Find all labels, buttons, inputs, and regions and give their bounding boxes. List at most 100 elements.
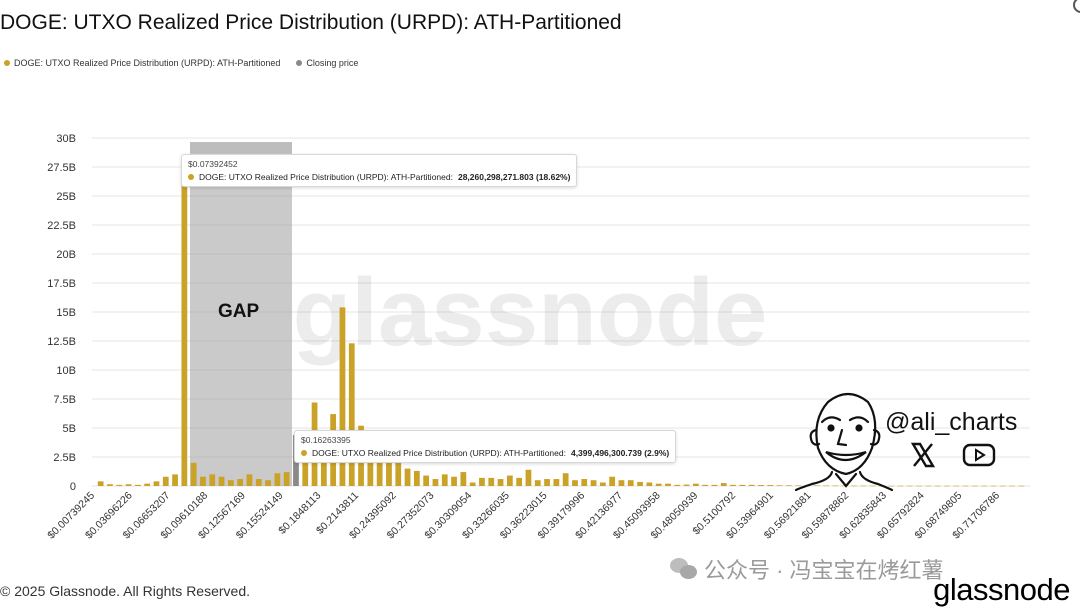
bar[interactable]	[702, 484, 709, 486]
bar[interactable]	[302, 457, 309, 486]
bar[interactable]	[1009, 485, 1015, 487]
bar[interactable]	[869, 485, 876, 487]
bar[interactable]	[860, 485, 867, 487]
bar[interactable]	[572, 480, 578, 486]
bar[interactable]	[516, 477, 523, 486]
legend-item-closing-price[interactable]: Closing price	[296, 58, 358, 68]
bar[interactable]	[237, 479, 244, 486]
bar[interactable]	[897, 485, 904, 487]
bar[interactable]	[404, 468, 411, 486]
bar[interactable]	[451, 476, 457, 486]
bar[interactable]	[692, 483, 699, 486]
bar[interactable]	[283, 472, 290, 486]
bar[interactable]	[934, 485, 941, 487]
legend-item-urpd[interactable]: DOGE: UTXO Realized Price Distribution (…	[4, 58, 280, 68]
bar[interactable]	[97, 481, 104, 486]
bar[interactable]	[376, 455, 383, 486]
bar[interactable]	[618, 480, 625, 486]
bar[interactable]	[795, 485, 802, 487]
bar[interactable]	[172, 474, 178, 486]
bar[interactable]	[720, 483, 727, 486]
bar[interactable]	[609, 476, 616, 486]
bar[interactable]	[823, 485, 829, 487]
bar[interactable]	[739, 484, 746, 486]
bar[interactable]	[218, 476, 225, 486]
bar[interactable]	[776, 485, 783, 486]
bar[interactable]	[116, 484, 123, 486]
bar[interactable]	[423, 475, 430, 486]
bar[interactable]	[925, 485, 932, 487]
bar[interactable]	[339, 307, 346, 486]
bar[interactable]	[255, 479, 262, 486]
bar[interactable]	[627, 480, 634, 486]
bar[interactable]	[981, 485, 988, 487]
bar[interactable]	[916, 485, 922, 487]
bar[interactable]	[497, 479, 504, 486]
bar[interactable]	[646, 482, 653, 486]
bar[interactable]	[906, 485, 913, 487]
tooltip-peak-series: DOGE: UTXO Realized Price Distribution (…	[199, 172, 453, 182]
bar[interactable]	[944, 485, 950, 487]
bar[interactable]	[562, 473, 569, 486]
bar[interactable]	[209, 474, 216, 486]
bar[interactable]	[144, 483, 151, 486]
bar[interactable]	[190, 462, 197, 486]
bar[interactable]	[590, 480, 597, 486]
bar[interactable]	[953, 485, 960, 487]
bar[interactable]	[432, 479, 439, 486]
bar[interactable]	[581, 479, 588, 486]
bar[interactable]	[748, 484, 755, 486]
bar[interactable]	[637, 481, 643, 486]
bar[interactable]	[348, 343, 355, 486]
bar[interactable]	[265, 480, 271, 486]
y-tick-label: 25B	[56, 191, 76, 203]
bar[interactable]	[460, 472, 467, 486]
bar[interactable]	[386, 459, 392, 486]
bar[interactable]	[665, 483, 671, 486]
bar[interactable]	[990, 485, 997, 487]
bar[interactable]	[962, 485, 969, 487]
bar[interactable]	[711, 484, 718, 486]
bar[interactable]	[553, 479, 560, 486]
youtube-icon[interactable]	[962, 443, 996, 467]
bar[interactable]	[683, 484, 690, 486]
bar[interactable]	[413, 470, 420, 486]
bar[interactable]	[674, 484, 681, 486]
bar[interactable]	[851, 485, 857, 487]
bar[interactable]	[758, 485, 764, 486]
bar[interactable]	[246, 474, 253, 486]
bar[interactable]	[544, 479, 550, 486]
bar[interactable]	[1018, 485, 1025, 487]
bar[interactable]	[227, 480, 234, 486]
bar[interactable]	[999, 485, 1006, 487]
bar[interactable]	[125, 484, 132, 486]
bar[interactable]	[162, 476, 169, 486]
bar[interactable]	[785, 485, 792, 486]
bar[interactable]	[534, 480, 541, 486]
bar[interactable]	[107, 484, 113, 486]
bar[interactable]	[469, 482, 476, 486]
bar[interactable]	[813, 485, 820, 487]
tooltip-peak-swatch	[188, 174, 194, 180]
bar[interactable]	[395, 462, 402, 486]
x-logo-icon[interactable]	[910, 442, 936, 468]
bar[interactable]	[479, 477, 485, 486]
bar[interactable]	[441, 474, 448, 486]
bar[interactable]	[274, 473, 281, 486]
bar[interactable]	[971, 485, 978, 487]
bar[interactable]	[506, 475, 513, 486]
bar[interactable]	[200, 476, 206, 486]
y-tick-label: 30B	[56, 133, 76, 145]
bar[interactable]	[525, 469, 532, 486]
bar[interactable]	[599, 482, 606, 486]
bar[interactable]	[888, 485, 895, 487]
bar[interactable]	[767, 485, 774, 486]
bar[interactable]	[367, 451, 374, 486]
bar[interactable]	[730, 484, 736, 486]
bar[interactable]	[655, 483, 662, 486]
bar[interactable]	[153, 481, 160, 486]
bar[interactable]	[488, 477, 495, 486]
bar[interactable]	[832, 485, 839, 487]
bar[interactable]	[134, 484, 141, 486]
bar[interactable]	[181, 158, 188, 486]
